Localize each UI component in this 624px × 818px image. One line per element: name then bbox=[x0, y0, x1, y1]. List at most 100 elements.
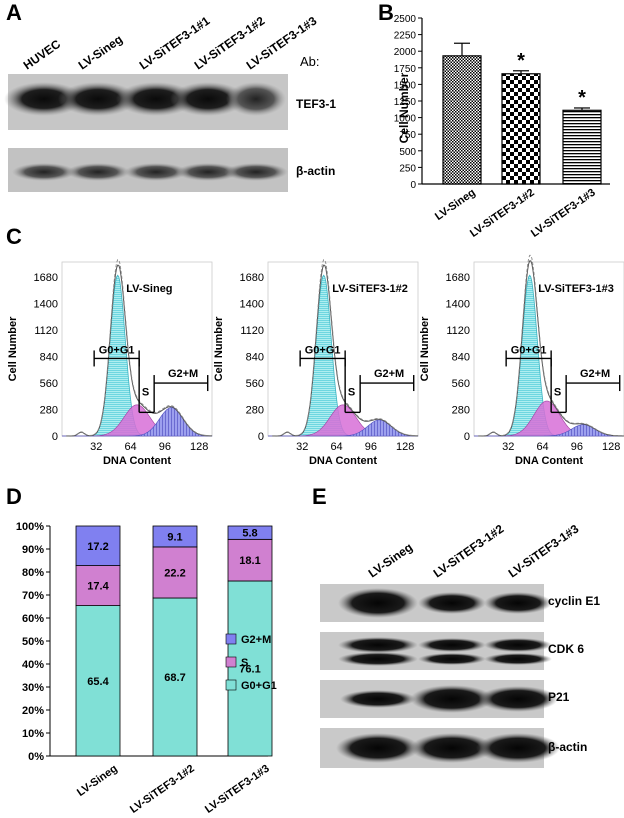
segment-value-label: 17.2 bbox=[87, 541, 108, 553]
segment-value-label: 68.7 bbox=[164, 672, 185, 684]
segment-value-label: 9.1 bbox=[167, 531, 182, 543]
band-label-tef3-1: TEF3-1 bbox=[296, 97, 336, 111]
x-tick-label: 64 bbox=[536, 441, 548, 453]
lane-labels-a: HUVEC LV-Sineg LV-SiTEF3-1#1 LV-SiTEF3-1… bbox=[21, 13, 320, 72]
band bbox=[484, 592, 552, 614]
band bbox=[476, 733, 560, 763]
y-tick-label: 280 bbox=[246, 405, 264, 417]
band bbox=[124, 163, 188, 181]
y-tick-label: 80% bbox=[22, 567, 44, 579]
y-tick-label: 250 bbox=[399, 163, 416, 174]
segment-value-label: 76.1 bbox=[239, 663, 260, 675]
gate-label-g0-g1: G0+G1 bbox=[99, 344, 135, 356]
band bbox=[478, 686, 558, 712]
x-axis-label: DNA Content bbox=[515, 455, 583, 467]
gate-label-g0-g1: G0+G1 bbox=[511, 344, 547, 356]
band bbox=[224, 163, 288, 181]
x-tick-label: 64 bbox=[330, 441, 342, 453]
y-tick-label: 560 bbox=[40, 378, 58, 390]
band bbox=[226, 82, 286, 116]
panel-d-legend: G2+M S G0+G1 bbox=[225, 633, 277, 692]
lane-label: LV-SiTEF3-1#3 bbox=[506, 521, 582, 580]
x-tick-label: 128 bbox=[190, 441, 208, 453]
antibody-label: Ab: bbox=[300, 54, 320, 69]
y-tick-label: 2500 bbox=[394, 14, 417, 25]
y-tick-label: 2000 bbox=[394, 47, 417, 58]
y-tick-label: 2250 bbox=[394, 31, 417, 42]
band-label-p21: P21 bbox=[548, 690, 570, 704]
band bbox=[484, 653, 552, 665]
stacked-segment bbox=[227, 580, 273, 757]
panel-label-b: B bbox=[378, 0, 394, 25]
gate-label-g2-m: G2+M bbox=[374, 368, 404, 380]
x-tick-label: 96 bbox=[159, 441, 171, 453]
y-tick-label: 560 bbox=[452, 378, 470, 390]
x-tick-label: 32 bbox=[296, 441, 308, 453]
y-tick-label: 1400 bbox=[240, 299, 264, 311]
stacked-segment bbox=[75, 525, 121, 566]
y-tick-label: 500 bbox=[399, 147, 416, 158]
legend-label: G2+M bbox=[241, 634, 271, 646]
legend-swatch bbox=[225, 679, 237, 691]
x-tick-label: 128 bbox=[602, 441, 620, 453]
bar bbox=[562, 109, 602, 185]
y-tick-label: 840 bbox=[452, 352, 470, 364]
beta-actin-bands-a bbox=[12, 163, 288, 181]
flow-histogram: 0 280 560 840 1120 1400 1680 32 64 96 128 DNA Conte… bbox=[213, 259, 419, 467]
y-tick-label: 1250 bbox=[394, 97, 417, 108]
x-axis-label: DNA Content bbox=[309, 455, 377, 467]
gate-label-g2-m: G2+M bbox=[168, 368, 198, 380]
histogram-title: LV-SiTEF3-1#2 bbox=[332, 283, 408, 295]
panel-label-c: C bbox=[6, 224, 22, 249]
lane-label: HUVEC bbox=[21, 37, 64, 73]
band-label-cdk6: CDK 6 bbox=[548, 642, 584, 656]
legend-label: S bbox=[241, 657, 248, 669]
gate-label-g2-m: G2+M bbox=[580, 368, 610, 380]
y-tick-label: 0 bbox=[52, 431, 58, 443]
band bbox=[484, 638, 552, 652]
y-tick-label: 1680 bbox=[34, 272, 58, 284]
y-tick-label: 1120 bbox=[34, 325, 58, 337]
band bbox=[170, 82, 246, 116]
panel-b-chart: 0 250 500 750 1000 1250 1500 1750 2000 2250 2500 L… bbox=[394, 14, 610, 240]
histogram-title: LV-Sineg bbox=[126, 283, 172, 295]
stacked-segment bbox=[152, 597, 198, 757]
y-tick-label: 840 bbox=[40, 352, 58, 364]
panel-label-e: E bbox=[312, 484, 327, 509]
panel-b-y-axis-label: Cell Number bbox=[397, 72, 411, 143]
lane-labels-e: LV-Sineg LV-SiTEF3-1#2 LV-SiTEF3-1#3 bbox=[366, 521, 582, 580]
x-axis-label: DNA Content bbox=[103, 455, 171, 467]
y-tick-label: 280 bbox=[40, 405, 58, 417]
x-tick-label: 96 bbox=[571, 441, 583, 453]
gate-label-s: S bbox=[554, 386, 561, 398]
y-tick-label: 1120 bbox=[240, 325, 264, 337]
significance-marker: * bbox=[517, 50, 525, 72]
y-tick-label: 0 bbox=[410, 180, 416, 191]
x-tick-label: 64 bbox=[124, 441, 136, 453]
y-axis-label: Cell Number bbox=[7, 316, 19, 382]
lane-label: LV-Sineg bbox=[366, 540, 415, 580]
x-tick-label: LV-Sineg bbox=[433, 187, 478, 223]
segment-value-label: 17.4 bbox=[87, 581, 109, 593]
band bbox=[410, 733, 494, 763]
band bbox=[66, 163, 130, 181]
segment-value-label: 65.4 bbox=[87, 676, 109, 688]
y-tick-label: 750 bbox=[399, 130, 416, 141]
lane-label: LV-Sineg bbox=[76, 32, 125, 72]
data-curve bbox=[478, 254, 624, 437]
panel-label-d: D bbox=[6, 484, 22, 509]
y-axis-label: Cell Number bbox=[419, 316, 431, 382]
x-tick-label: LV-SiTEF3-1#2 bbox=[468, 187, 537, 240]
legend-swatch bbox=[225, 633, 237, 645]
x-tick-label: 32 bbox=[90, 441, 102, 453]
band-label-beta-actin-e: β-actin bbox=[548, 740, 587, 754]
x-tick-label: 96 bbox=[365, 441, 377, 453]
gate-label-g0-g1: G0+G1 bbox=[305, 344, 341, 356]
x-tick-label: 32 bbox=[502, 441, 514, 453]
y-tick-label: 40% bbox=[22, 659, 44, 671]
legend-swatch bbox=[225, 656, 237, 668]
y-tick-label: 1120 bbox=[446, 325, 470, 337]
y-tick-label: 20% bbox=[22, 705, 44, 717]
y-tick-label: 1000 bbox=[394, 114, 417, 125]
bar bbox=[442, 55, 482, 185]
